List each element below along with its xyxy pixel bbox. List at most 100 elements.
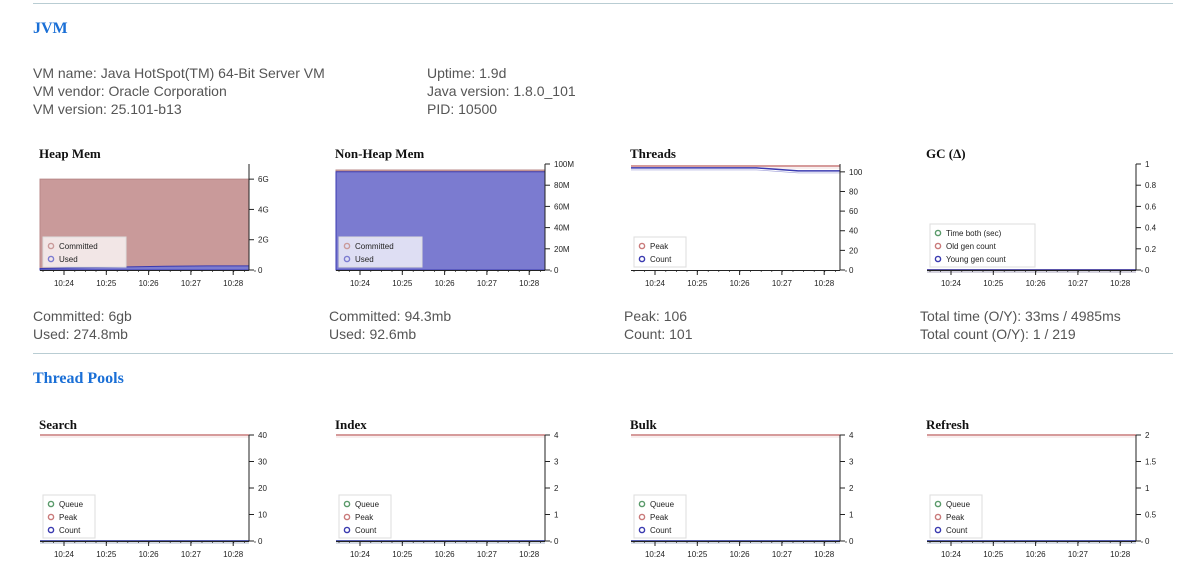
heap-used: Used: 274.8mb <box>33 326 128 342</box>
y-tick-label: 0 <box>258 537 263 546</box>
y-tick-label: 2 <box>554 484 559 493</box>
vm-info-left: VM name: Java HotSpot(TM) 64-Bit Server … <box>33 64 325 118</box>
gc-total-time: Total time (O/Y): 33ms / 4985ms <box>920 308 1121 324</box>
non-heap-mem-chart: 0 20M 40M 60M 80M 100M 10:24 10:25 10:26 10:27 10:… <box>335 160 574 288</box>
vm-name: VM name: Java HotSpot(TM) 64-Bit Server … <box>33 65 325 81</box>
y-tick-label: 1 <box>1145 484 1150 493</box>
y-tick-label: 0 <box>554 537 559 546</box>
legend-label: Committed <box>355 242 394 251</box>
x-tick-label: 10:28 <box>1110 279 1131 288</box>
y-tick-label: 2 <box>849 484 854 493</box>
legend-marker <box>343 513 351 521</box>
legend-marker <box>638 513 646 521</box>
x-tick-label: 10:26 <box>139 550 160 559</box>
legend-label: Queue <box>59 500 84 509</box>
y-tick-label: 1 <box>849 511 854 520</box>
y-tick-label: 80M <box>554 181 570 190</box>
y-tick-label: 60 <box>849 207 858 216</box>
x-tick-label: 10:28 <box>814 550 835 559</box>
index-pool-title: Index <box>335 417 367 432</box>
y-tick-label: 1 <box>554 511 559 520</box>
legend-marker <box>934 255 942 263</box>
threads-peak: Peak: 106 <box>624 308 688 324</box>
y-tick-label: 2G <box>258 236 269 245</box>
pid: PID: 10500 <box>427 101 498 117</box>
vm-version: VM version: 25.101-b13 <box>33 101 182 117</box>
x-tick-label: 10:25 <box>96 550 117 559</box>
legend-label: Queue <box>355 500 380 509</box>
legend-box <box>338 236 423 268</box>
y-tick-label: 4 <box>849 431 854 440</box>
bulk-pool-panel: Bulk 0 1 2 3 4 10:24 10:25 10:26 10:27 10:28 Queue… <box>624 417 914 577</box>
gc-title: GC (Δ) <box>926 146 966 161</box>
y-tick-label: 30 <box>258 458 267 467</box>
x-tick-label: 10:24 <box>350 550 371 559</box>
y-tick-label: 1 <box>1145 160 1150 169</box>
x-tick-label: 10:25 <box>96 279 117 288</box>
x-tick-label: 10:25 <box>983 279 1004 288</box>
legend-marker <box>638 242 646 250</box>
x-tick-label: 10:26 <box>139 279 160 288</box>
uptime: Uptime: 1.9d <box>427 65 507 81</box>
y-tick-label: 0 <box>258 266 263 275</box>
x-tick-label: 10:24 <box>645 279 666 288</box>
search-pool-panel: Search 0 10 20 30 40 10:24 10:25 10:26 10:27 10:2… <box>33 417 323 577</box>
jvm-section-title: JVM <box>33 20 68 37</box>
legend-label: Count <box>355 526 377 535</box>
legend-label: Old gen count <box>946 242 997 251</box>
y-tick-label: 100 <box>849 168 863 177</box>
bulk-pool-title: Bulk <box>630 417 657 432</box>
x-tick-label: 10:24 <box>645 550 666 559</box>
legend-marker <box>343 242 351 250</box>
legend-label: Queue <box>650 500 675 509</box>
threads-stats: Peak: 106 Count: 101 <box>624 307 693 343</box>
y-tick-label: 4 <box>554 431 559 440</box>
x-tick-label: 10:24 <box>54 550 75 559</box>
x-tick-label: 10:28 <box>223 279 244 288</box>
y-tick-label: 6G <box>258 175 269 184</box>
legend-label: Time both (sec) <box>946 229 1002 238</box>
top-divider <box>33 3 1173 4</box>
legend-marker <box>343 500 351 508</box>
gc-total-count: Total count (O/Y): 1 / 219 <box>920 326 1076 342</box>
y-tick-label: 20M <box>554 245 570 254</box>
gc-panel: GC (Δ) 0 0.2 0.4 0.6 0.8 1 10:24 10:25 10:26 10:2… <box>920 146 1198 306</box>
legend-label: Committed <box>59 242 98 251</box>
refresh-pool-chart: 0 0.5 1 1.5 2 10:24 10:25 10:26 10:27 10:28 Queue P… <box>927 431 1157 559</box>
series-line-count <box>631 167 840 172</box>
legend-marker <box>47 500 55 508</box>
legend-marker <box>934 242 942 250</box>
heap-mem-chart: 0 2G 4G 6G 10:24 10:25 10:26 10:27 10:28 Committe… <box>39 164 269 288</box>
y-tick-label: 0.2 <box>1145 245 1157 254</box>
x-tick-label: 10:26 <box>730 279 751 288</box>
y-tick-label: 0.4 <box>1145 224 1157 233</box>
legend-box <box>929 223 1036 268</box>
y-tick-label: 1.5 <box>1145 458 1157 467</box>
x-tick-label: 10:27 <box>772 279 793 288</box>
search-pool-title: Search <box>39 417 78 432</box>
y-tick-label: 60M <box>554 202 570 211</box>
y-tick-label: 3 <box>849 458 854 467</box>
y-tick-label: 2 <box>1145 431 1150 440</box>
legend-marker <box>934 229 942 237</box>
y-tick-label: 0 <box>849 537 854 546</box>
x-tick-label: 10:26 <box>435 550 456 559</box>
legend-label: Peak <box>59 513 78 522</box>
vm-info-right: Uptime: 1.9d Java version: 1.8.0_101 PID… <box>427 64 576 118</box>
series-shadow-count <box>631 169 840 174</box>
x-tick-label: 10:28 <box>814 279 835 288</box>
threads-count: Count: 101 <box>624 326 693 342</box>
x-tick-label: 10:24 <box>54 279 75 288</box>
x-tick-label: 10:27 <box>772 550 793 559</box>
non-heap-mem-title: Non-Heap Mem <box>335 146 425 161</box>
x-tick-label: 10:28 <box>223 550 244 559</box>
heap-stats: Committed: 6gb Used: 274.8mb <box>33 307 132 343</box>
non-heap-committed: Committed: 94.3mb <box>329 308 452 324</box>
legend-box <box>42 236 127 268</box>
legend-marker <box>934 500 942 508</box>
legend-label: Peak <box>650 513 669 522</box>
y-tick-label: 0 <box>849 266 854 275</box>
y-tick-label: 80 <box>849 187 858 196</box>
x-tick-label: 10:25 <box>687 550 708 559</box>
threads-title: Threads <box>630 146 676 161</box>
